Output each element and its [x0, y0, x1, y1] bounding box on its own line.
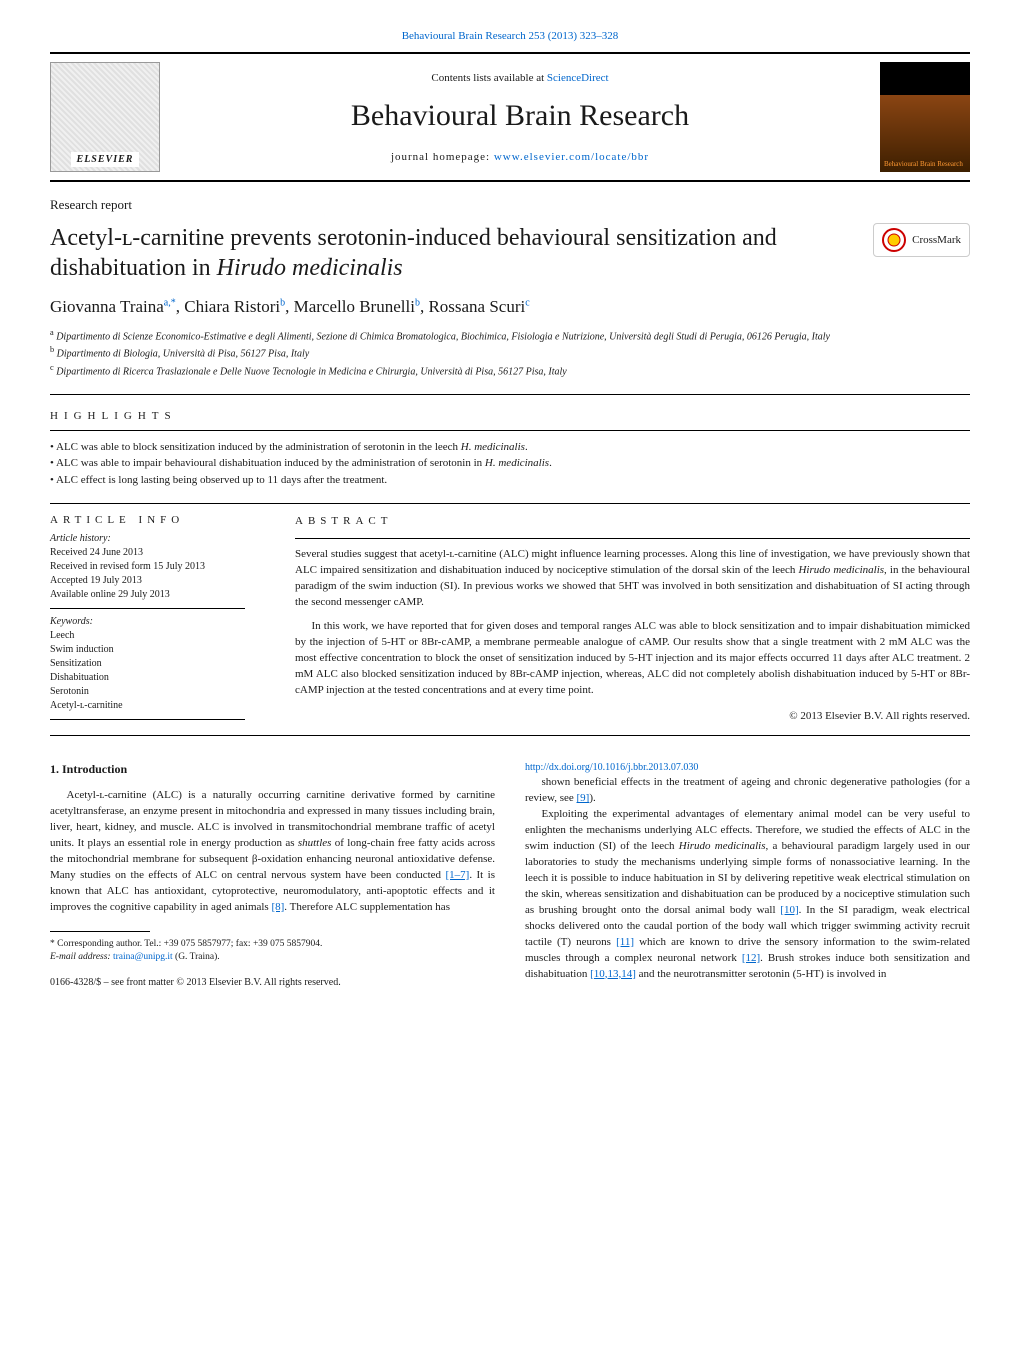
- keyword: Dishabituation: [50, 671, 245, 685]
- contents-lists-line: Contents lists available at ScienceDirec…: [180, 72, 860, 84]
- journal-cover-caption: Behavioural Brain Research: [884, 160, 966, 168]
- keywords-heading: Keywords:: [50, 615, 245, 629]
- abstract-paragraph: Several studies suggest that acetyl-ʟ-ca…: [295, 547, 970, 611]
- reference-link[interactable]: [8]: [271, 901, 284, 913]
- header-center: Contents lists available at ScienceDirec…: [160, 72, 880, 163]
- affiliation-b: b Dipartimento di Biologia, Università d…: [50, 344, 970, 361]
- footnote-separator: [50, 931, 150, 932]
- homepage-prefix: journal homepage:: [391, 151, 494, 163]
- history-heading: Article history:: [50, 532, 245, 546]
- title-row: Acetyl-ʟ-carnitine prevents serotonin-in…: [50, 223, 970, 297]
- abstract-paragraph: In this work, we have reported that for …: [295, 619, 970, 699]
- body-paragraph: Exploiting the experimental advantages o…: [525, 807, 970, 982]
- keywords-block: Keywords: Leech Swim induction Sensitiza…: [50, 615, 245, 720]
- article-info-heading: ARTICLE INFO: [50, 514, 245, 526]
- email-suffix: (G. Traina).: [173, 952, 220, 962]
- reference-link[interactable]: [10,13,14]: [590, 968, 636, 980]
- reference-link[interactable]: [1–7]: [445, 869, 469, 881]
- corresponding-author-footnote: * Corresponding author. Tel.: +39 075 58…: [50, 938, 495, 965]
- info-abstract-row: ARTICLE INFO Article history: Received 2…: [50, 503, 970, 735]
- email-link[interactable]: traina@unipg.it: [113, 952, 173, 962]
- journal-reference: Behavioural Brain Research 253 (2013) 32…: [50, 30, 970, 42]
- article-title: Acetyl-ʟ-carnitine prevents serotonin-in…: [50, 223, 853, 283]
- abstract: ABSTRACT Several studies suggest that ac…: [270, 514, 970, 724]
- crossmark-badge[interactable]: CrossMark: [873, 223, 970, 257]
- highlight-item: ALC effect is long lasting being observe…: [50, 472, 970, 489]
- abstract-heading: ABSTRACT: [295, 514, 970, 530]
- email-label: E-mail address:: [50, 952, 113, 962]
- reference-link[interactable]: [11]: [616, 936, 634, 948]
- front-matter-line: 0166-4328/$ – see front matter © 2013 El…: [50, 976, 495, 991]
- elsevier-logo-text: ELSEVIER: [71, 152, 140, 167]
- body-paragraph: Acetyl-ʟ-carnitine (ALC) is a naturally …: [50, 788, 495, 916]
- email-line: E-mail address: traina@unipg.it (G. Trai…: [50, 951, 495, 964]
- body-paragraph: shown beneficial effects in the treatmen…: [525, 775, 970, 807]
- history-item: Accepted 19 July 2013: [50, 574, 245, 588]
- crossmark-icon: [882, 228, 906, 252]
- authors: Giovanna Trainaa,*, Chiara Ristorib, Mar…: [50, 297, 970, 317]
- affiliation-a: a Dipartimento di Scienze Economico-Esti…: [50, 327, 970, 344]
- doi-link[interactable]: http://dx.doi.org/10.1016/j.bbr.2013.07.…: [525, 762, 698, 773]
- history-item: Received 24 June 2013: [50, 546, 245, 560]
- abstract-copyright: © 2013 Elsevier B.V. All rights reserved…: [295, 709, 970, 725]
- crossmark-label: CrossMark: [912, 234, 961, 246]
- keyword: Sensitization: [50, 657, 245, 671]
- highlight-item: ALC was able to block sensitization indu…: [50, 439, 970, 456]
- header-band: ELSEVIER Contents lists available at Sci…: [50, 52, 970, 182]
- history-item: Available online 29 July 2013: [50, 588, 245, 602]
- homepage-line: journal homepage: www.elsevier.com/locat…: [180, 151, 860, 163]
- reference-link[interactable]: [9]: [577, 792, 590, 804]
- rule: [50, 430, 970, 431]
- keyword: Leech: [50, 629, 245, 643]
- rule: [50, 394, 970, 395]
- highlights-heading: HIGHLIGHTS: [50, 410, 970, 422]
- elsevier-logo: ELSEVIER: [50, 62, 160, 172]
- journal-cover-thumbnail: Behavioural Brain Research: [880, 62, 970, 172]
- keyword: Swim induction: [50, 643, 245, 657]
- article-history: Article history: Received 24 June 2013 R…: [50, 532, 245, 609]
- homepage-link[interactable]: www.elsevier.com/locate/bbr: [494, 151, 649, 163]
- reference-link[interactable]: [12]: [742, 952, 760, 964]
- affiliations: a Dipartimento di Scienze Economico-Esti…: [50, 327, 970, 379]
- rule: [295, 538, 970, 539]
- reference-link[interactable]: [10]: [780, 904, 798, 916]
- sciencedirect-link[interactable]: ScienceDirect: [547, 72, 609, 84]
- keyword: Acetyl-ʟ-carnitine: [50, 699, 245, 713]
- corresponding-line: * Corresponding author. Tel.: +39 075 58…: [50, 938, 495, 951]
- keyword: Serotonin: [50, 685, 245, 699]
- highlight-item: ALC was able to impair behavioural disha…: [50, 455, 970, 472]
- body-text: 1. Introduction Acetyl-ʟ-carnitine (ALC)…: [50, 761, 970, 991]
- history-item: Received in revised form 15 July 2013: [50, 560, 245, 574]
- article-type: Research report: [50, 197, 970, 213]
- article-info: ARTICLE INFO Article history: Received 2…: [50, 514, 270, 724]
- highlights-list: ALC was able to block sensitization indu…: [50, 439, 970, 489]
- section-heading: 1. Introduction: [50, 761, 495, 778]
- contents-prefix: Contents lists available at: [431, 72, 546, 84]
- affiliation-c: c Dipartimento di Ricerca Traslazionale …: [50, 362, 970, 379]
- journal-name: Behavioural Brain Research: [180, 99, 860, 133]
